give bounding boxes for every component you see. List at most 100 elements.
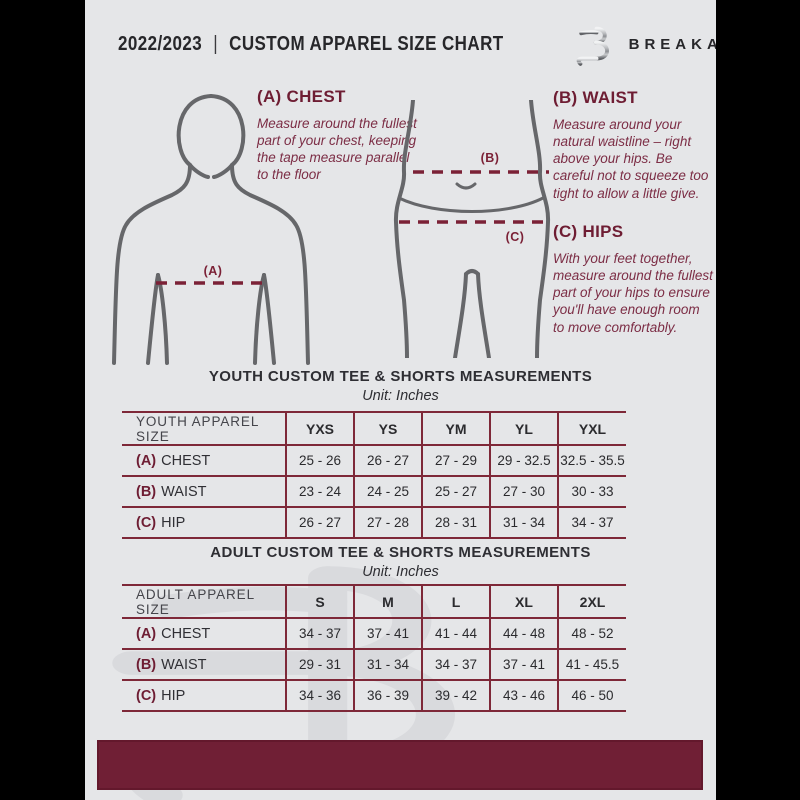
row-prefix: (B) <box>136 656 157 673</box>
column-header: XL <box>489 584 558 619</box>
measurement-diagrams: (A) (A) CHEST Measure around the fullest… <box>85 75 716 370</box>
page-header: 2022/2023 | CUSTOM APPAREL SIZE CHART <box>118 22 716 66</box>
chest-heading: (A) CHEST <box>257 87 346 106</box>
size-cell: 34 - 37 <box>285 617 354 650</box>
size-cell: 29 - 32.5 <box>489 444 558 477</box>
size-cell: 48 - 52 <box>557 617 626 650</box>
youth-section-title: YOUTH CUSTOM TEE & SHORTS MEASUREMENTS <box>208 368 593 385</box>
row-name: HIP <box>161 687 186 704</box>
hips-instruction: (C) HIPS With your feet together, measur… <box>553 222 713 336</box>
column-header: S <box>285 584 354 619</box>
size-cell: 27 - 28 <box>353 506 422 539</box>
size-cell: 34 - 36 <box>285 679 354 712</box>
chart-title: CUSTOM APPAREL SIZE CHART <box>229 32 504 55</box>
size-column-label: ADULT APPAREL SIZE <box>122 584 286 619</box>
column-header: YXS <box>285 411 354 446</box>
row-label: (A) CHEST <box>122 617 286 650</box>
adult-size-table: ADULT APPAREL SIZE S M L XL 2XL (A) CHEST… <box>122 584 626 712</box>
size-cell: 44 - 48 <box>489 617 558 650</box>
column-header: YL <box>489 411 558 446</box>
breakaway-logo-icon <box>575 26 609 66</box>
row-name: CHEST <box>161 452 211 469</box>
table-row: (B) WAIST 23 - 24 24 - 25 25 - 27 27 - 30… <box>122 475 626 508</box>
season-label: 2022/2023 <box>118 32 203 55</box>
size-cell: 31 - 34 <box>353 648 422 681</box>
size-cell: 37 - 41 <box>353 617 422 650</box>
row-prefix: (C) <box>136 514 157 531</box>
size-column-label: YOUTH APPAREL SIZE <box>122 411 286 446</box>
size-cell: 32.5 - 35.5 <box>557 444 626 477</box>
table-header-row: ADULT APPAREL SIZE S M L XL 2XL <box>122 584 626 619</box>
size-cell: 26 - 27 <box>285 506 354 539</box>
size-cell: 31 - 34 <box>489 506 558 539</box>
size-cell: 28 - 31 <box>421 506 490 539</box>
youth-size-table: YOUTH APPAREL SIZE YXS YS YM YL YXL (A) C… <box>122 411 626 539</box>
size-cell: 34 - 37 <box>421 648 490 681</box>
column-header: YXL <box>557 411 626 446</box>
table-header-row: YOUTH APPAREL SIZE YXS YS YM YL YXL <box>122 411 626 446</box>
column-header: YM <box>421 411 490 446</box>
row-label: (C) HIP <box>122 679 286 712</box>
page-title: 2022/2023 | CUSTOM APPAREL SIZE CHART <box>118 33 504 56</box>
row-label: (B) WAIST <box>122 475 286 508</box>
brand-name: BREAKAWAY <box>628 35 716 53</box>
hips-outline <box>393 100 551 358</box>
waist-heading: (B) WAIST <box>553 88 638 107</box>
hip-line-label: (C) <box>506 230 525 244</box>
size-cell: 29 - 31 <box>285 648 354 681</box>
row-label: (B) WAIST <box>122 648 286 681</box>
waist-instruction: (B) WAIST Measure around your natural wa… <box>553 88 709 202</box>
adult-unit-label: Unit: Inches <box>362 564 439 580</box>
chest-instruction: (A) CHEST Measure around the fullest par… <box>257 87 423 184</box>
table-row: (B) WAIST 29 - 31 31 - 34 34 - 37 37 - 41… <box>122 648 626 681</box>
column-header: L <box>421 584 490 619</box>
chest-line-label: (A) <box>204 264 223 278</box>
table-row: (A) CHEST 25 - 26 26 - 27 27 - 29 29 - 32… <box>122 444 626 477</box>
size-cell: 30 - 33 <box>557 475 626 508</box>
hip-crease <box>397 182 545 213</box>
size-cell: 41 - 45.5 <box>557 648 626 681</box>
lower-body-figure: (B) (C) <box>393 100 551 358</box>
size-cell: 26 - 27 <box>353 444 422 477</box>
hips-text: With your feet together, measure around … <box>553 251 713 335</box>
size-cell: 34 - 37 <box>557 506 626 539</box>
size-cell: 39 - 42 <box>421 679 490 712</box>
row-prefix: (A) <box>136 452 157 469</box>
row-prefix: (A) <box>136 625 157 642</box>
title-divider: | <box>213 32 219 55</box>
row-prefix: (B) <box>136 483 157 500</box>
footer-accent-bar <box>97 740 703 790</box>
size-cell: 25 - 27 <box>421 475 490 508</box>
table-row: (C) HIP 26 - 27 27 - 28 28 - 31 31 - 34 3… <box>122 506 626 539</box>
size-cell: 24 - 25 <box>353 475 422 508</box>
size-cell: 43 - 46 <box>489 679 558 712</box>
row-label: (A) CHEST <box>122 444 286 477</box>
size-cell: 37 - 41 <box>489 648 558 681</box>
size-chart-page: 2022/2023 | CUSTOM APPAREL SIZE CHART <box>85 0 716 800</box>
waist-line-label: (B) <box>481 151 500 165</box>
row-name: WAIST <box>161 656 207 673</box>
waist-text: Measure around your natural waistline – … <box>553 117 709 201</box>
size-cell: 41 - 44 <box>421 617 490 650</box>
youth-unit-label: Unit: Inches <box>362 388 439 404</box>
size-cell: 23 - 24 <box>285 475 354 508</box>
table-row: (A) CHEST 34 - 37 37 - 41 41 - 44 44 - 48… <box>122 617 626 650</box>
brand-block: BREAKAWAY <box>572 22 716 66</box>
adult-section-title: ADULT CUSTOM TEE & SHORTS MEASUREMENTS <box>210 544 591 561</box>
row-prefix: (C) <box>136 687 157 704</box>
torso-outline <box>112 94 310 365</box>
row-label: (C) HIP <box>122 506 286 539</box>
size-cell: 27 - 29 <box>421 444 490 477</box>
chest-text: Measure around the fullest part of your … <box>257 116 417 183</box>
row-name: WAIST <box>161 483 207 500</box>
column-header: YS <box>353 411 422 446</box>
row-name: CHEST <box>161 625 211 642</box>
column-header: M <box>353 584 422 619</box>
row-name: HIP <box>161 514 186 531</box>
size-cell: 27 - 30 <box>489 475 558 508</box>
upper-body-figure: (A) <box>112 94 310 365</box>
table-row: (C) HIP 34 - 36 36 - 39 39 - 42 43 - 46 4… <box>122 679 626 712</box>
column-header: 2XL <box>557 584 626 619</box>
hips-heading: (C) HIPS <box>553 222 624 241</box>
size-cell: 25 - 26 <box>285 444 354 477</box>
